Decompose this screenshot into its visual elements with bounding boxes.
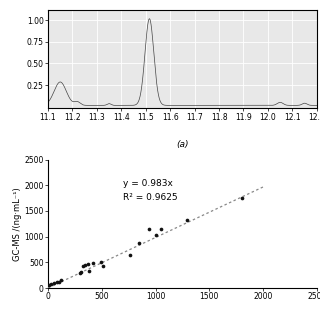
Point — [137, 240, 142, 245]
Point — [239, 195, 244, 200]
Text: R² = 0.9625: R² = 0.9625 — [123, 193, 178, 202]
Point — [56, 279, 61, 284]
Point — [81, 264, 86, 269]
Point — [49, 282, 54, 287]
Point — [78, 270, 83, 275]
Point — [147, 227, 152, 232]
Point — [184, 218, 189, 223]
Text: y = 0.983x: y = 0.983x — [123, 179, 173, 188]
Text: (a): (a) — [176, 140, 189, 149]
Point — [153, 233, 158, 238]
Y-axis label: GC-MS /(ng·mL⁻¹): GC-MS /(ng·mL⁻¹) — [13, 187, 22, 261]
Point — [52, 280, 57, 285]
Point — [79, 269, 84, 274]
Point — [46, 283, 51, 288]
Point — [127, 252, 132, 257]
Point — [58, 278, 63, 283]
Point — [158, 227, 164, 232]
Point — [54, 280, 59, 285]
Point — [83, 263, 88, 268]
Point — [86, 268, 92, 274]
Point — [91, 260, 96, 265]
Point — [85, 262, 90, 267]
Point — [98, 259, 103, 264]
Point — [100, 263, 105, 268]
